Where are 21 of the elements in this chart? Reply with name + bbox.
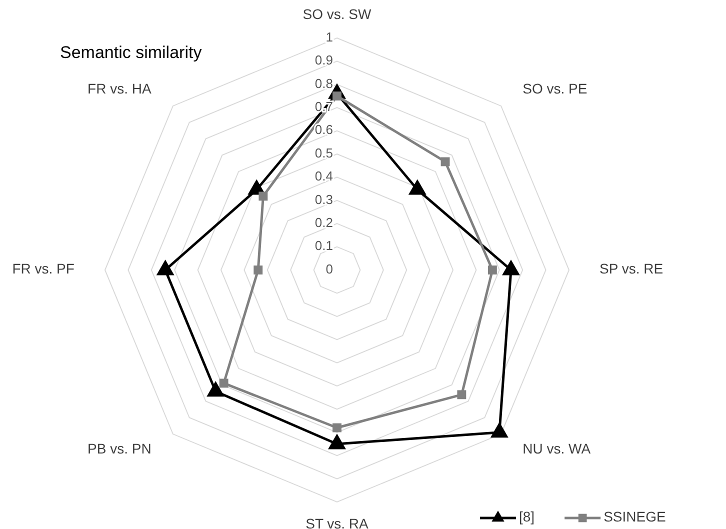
y-tick-label: 0.4 bbox=[314, 168, 333, 184]
legend-label: [8] bbox=[519, 508, 535, 525]
y-tick-label: 0.5 bbox=[314, 145, 333, 160]
spoke-label: SP vs. RE bbox=[600, 260, 664, 277]
legend-label: SSINEGE bbox=[604, 508, 666, 525]
spoke-label: SO vs. PE bbox=[522, 80, 588, 97]
y-tick-label: 0.9 bbox=[314, 52, 333, 68]
y-tick-label: 0.1 bbox=[314, 238, 333, 254]
y-tick-label: 0.8 bbox=[314, 76, 333, 91]
y-tick-label: 0.3 bbox=[314, 192, 333, 207]
spoke-label: PB vs. PN bbox=[88, 440, 152, 457]
y-tick-label: 0.2 bbox=[314, 215, 333, 230]
spoke-label: FR vs. HA bbox=[88, 80, 152, 97]
y-tick-label: 1 bbox=[326, 29, 333, 44]
text: Semantic similarity bbox=[60, 43, 202, 62]
y-tick-label: 0 bbox=[326, 261, 333, 276]
spoke-label: FR vs. PF bbox=[12, 260, 74, 277]
spoke-label: ST vs. RA bbox=[306, 515, 370, 529]
y-tick-label: 0.6 bbox=[314, 122, 333, 138]
spoke-label: NU vs. WA bbox=[522, 440, 592, 457]
spoke-label: SO vs. SW bbox=[302, 6, 372, 22]
